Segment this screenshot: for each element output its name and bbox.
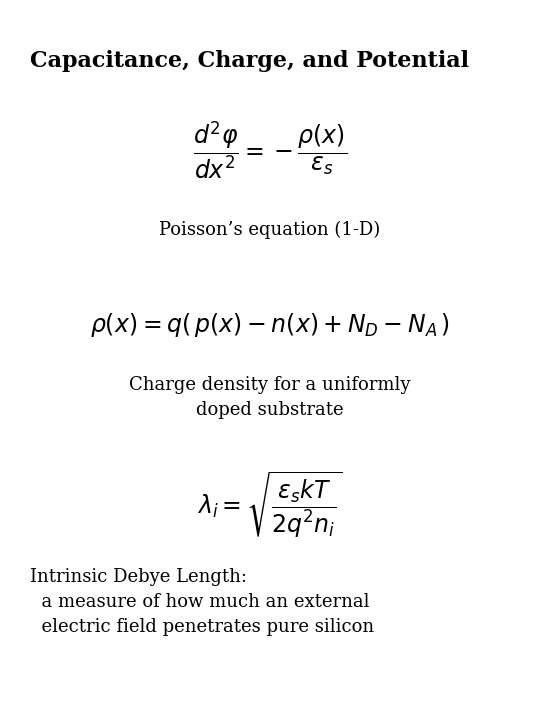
Text: a measure of how much an external: a measure of how much an external — [30, 593, 369, 611]
Text: Intrinsic Debye Length:: Intrinsic Debye Length: — [30, 568, 247, 586]
Text: $\lambda_i = \sqrt{\dfrac{\varepsilon_s k T}{2q^2 n_i}}$: $\lambda_i = \sqrt{\dfrac{\varepsilon_s … — [198, 469, 342, 540]
Text: electric field penetrates pure silicon: electric field penetrates pure silicon — [30, 618, 374, 636]
Text: Capacitance, Charge, and Potential: Capacitance, Charge, and Potential — [30, 50, 469, 72]
Text: doped substrate: doped substrate — [196, 401, 344, 419]
Text: $\rho(x) = q(\,p(x) - n(x) + N_D - N_A\,)$: $\rho(x) = q(\,p(x) - n(x) + N_D - N_A\,… — [90, 311, 450, 339]
Text: Poisson’s equation (1-D): Poisson’s equation (1-D) — [159, 221, 381, 239]
Text: Charge density for a uniformly: Charge density for a uniformly — [129, 376, 411, 394]
Text: $\dfrac{d^2\varphi}{dx^2} = -\dfrac{\rho(x)}{\varepsilon_s}$: $\dfrac{d^2\varphi}{dx^2} = -\dfrac{\rho… — [193, 119, 347, 181]
